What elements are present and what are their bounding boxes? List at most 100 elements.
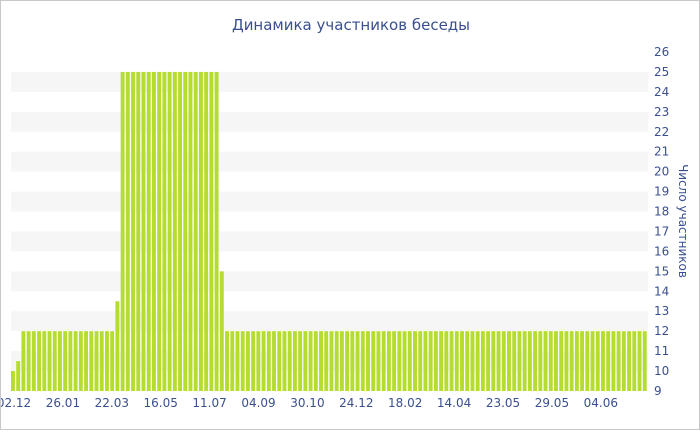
bar <box>235 331 240 391</box>
bar <box>78 331 83 391</box>
bar <box>418 331 423 391</box>
y-tick-label: 16 <box>654 244 669 258</box>
bar <box>219 271 224 391</box>
bar <box>402 331 407 391</box>
x-tick-label: 04.09 <box>241 396 275 410</box>
bar <box>496 331 501 391</box>
x-tick-label: 16.05 <box>144 396 178 410</box>
x-tick-label: 29.05 <box>535 396 569 410</box>
x-tick-label: 14.04 <box>437 396 471 410</box>
bar <box>37 331 42 391</box>
bar <box>47 331 52 391</box>
bar <box>355 331 360 391</box>
y-tick-label: 15 <box>654 264 669 278</box>
bar <box>637 331 642 391</box>
bar <box>470 331 475 391</box>
bar <box>68 331 73 391</box>
bar <box>193 71 198 391</box>
bar <box>287 331 292 391</box>
bar <box>198 71 203 391</box>
bar <box>151 71 156 391</box>
bar <box>386 331 391 391</box>
y-tick-label: 12 <box>654 324 669 338</box>
grid-band <box>11 71 648 92</box>
bar <box>491 331 496 391</box>
bar <box>428 331 433 391</box>
bar <box>256 331 261 391</box>
y-tick-label: 11 <box>654 344 669 358</box>
bar <box>251 331 256 391</box>
bar <box>183 71 188 391</box>
bar <box>465 331 470 391</box>
bar <box>292 331 297 391</box>
bar <box>345 331 350 391</box>
bar <box>564 331 569 391</box>
bar <box>433 331 438 391</box>
bar <box>329 331 334 391</box>
bar <box>439 331 444 391</box>
bar <box>261 331 266 391</box>
y-tick-label: 23 <box>654 105 669 119</box>
bar <box>554 331 558 391</box>
bar <box>627 331 632 391</box>
y-tick-label: 18 <box>654 205 669 219</box>
bar <box>319 331 323 391</box>
bar <box>517 331 522 391</box>
grid-band <box>11 111 648 132</box>
bar <box>585 331 590 391</box>
y-tick-label: 24 <box>654 85 669 99</box>
bar <box>507 331 511 391</box>
bar <box>230 331 235 391</box>
bar <box>621 331 626 391</box>
bar <box>480 331 485 391</box>
bar <box>94 331 99 391</box>
bar <box>11 371 15 391</box>
bar <box>376 331 381 391</box>
bar <box>188 71 193 391</box>
bar <box>21 331 26 391</box>
bar <box>642 331 647 391</box>
bar <box>84 331 89 391</box>
bar <box>486 331 491 391</box>
y-tick-label: 14 <box>654 284 669 298</box>
bar <box>115 301 120 391</box>
y-tick-label: 21 <box>654 145 669 159</box>
bar <box>178 71 182 391</box>
bar <box>501 331 506 391</box>
y-tick-label: 25 <box>654 65 669 79</box>
bar <box>512 331 517 391</box>
bar <box>73 331 78 391</box>
bar <box>543 331 548 391</box>
grid-band <box>11 191 648 212</box>
bar <box>449 331 454 391</box>
bar <box>131 71 136 391</box>
bar <box>595 331 600 391</box>
bar <box>632 331 637 391</box>
bar <box>371 331 376 391</box>
bar <box>460 331 464 391</box>
bar <box>444 331 449 391</box>
bar <box>266 331 271 391</box>
bar <box>99 331 104 391</box>
y-tick-label: 17 <box>654 225 669 239</box>
bar <box>522 331 527 391</box>
bar <box>172 71 177 391</box>
bar <box>392 331 397 391</box>
bar <box>350 331 355 391</box>
bar <box>527 331 532 391</box>
bar <box>559 331 564 391</box>
bar <box>110 331 115 391</box>
y-tick-label: 10 <box>654 364 669 378</box>
y-tick-label: 13 <box>654 304 669 318</box>
y-tick-label: 20 <box>654 165 669 179</box>
bar <box>313 331 318 391</box>
grid-band <box>11 271 648 292</box>
x-tick-label: 30.10 <box>290 396 324 410</box>
bar <box>533 331 538 391</box>
y-tick-label: 19 <box>654 185 669 199</box>
chart-title: Динамика участников беседы <box>232 16 470 34</box>
bar <box>360 331 365 391</box>
bar <box>167 71 172 391</box>
bar <box>31 331 36 391</box>
